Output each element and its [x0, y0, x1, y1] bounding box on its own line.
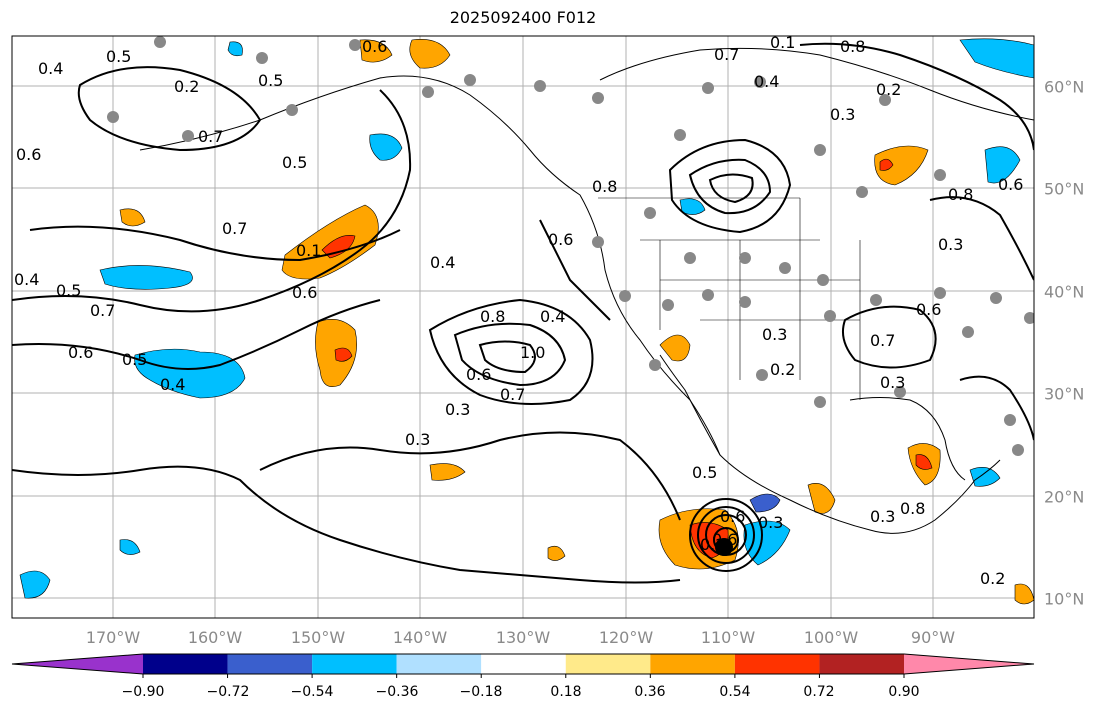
colorbar-tick: 0.18	[550, 684, 582, 700]
storm-center-marker	[715, 538, 733, 556]
contour-label: 0.6	[720, 507, 745, 526]
lon-label: 100°W	[803, 628, 859, 647]
lon-label: 150°W	[290, 628, 346, 647]
contour-label: 0.3	[758, 513, 783, 532]
contour-label: 0.5	[122, 350, 147, 369]
colorbar-tick: −0.72	[206, 684, 250, 700]
contour-label: 0.6	[16, 145, 41, 164]
contour-label: 0.5	[106, 47, 131, 66]
lat-label: 50°N	[1044, 179, 1085, 199]
colorbar-extend-low	[12, 654, 143, 674]
contour-label: 0.4	[14, 270, 39, 289]
contour-label: 0.2	[174, 77, 199, 96]
contour-label: 0.8	[480, 307, 505, 326]
contour-label: 0.3	[870, 507, 895, 526]
contour-label: 0.4	[430, 253, 455, 272]
colorbar-segment	[396, 654, 482, 674]
contour-label: 0.8	[840, 37, 865, 56]
colorbar-segment	[650, 654, 735, 674]
contour-label: 0.7	[222, 219, 247, 238]
contour-label: 0.4	[160, 375, 185, 394]
contour-label: 0.2	[980, 569, 1005, 588]
contour-label: 0.6	[362, 37, 387, 56]
contour-label: 1.0	[520, 343, 545, 362]
station-dots	[107, 36, 1034, 456]
chart-title: 2025092400 F012	[449, 8, 597, 27]
contour-label: 0.3	[445, 400, 470, 419]
map-frame	[11, 35, 1035, 619]
contour-label: 0.6	[998, 175, 1023, 194]
lon-label: 170°W	[85, 628, 141, 647]
contour-label: 0.5	[56, 281, 81, 300]
contour-label: 0.7	[198, 127, 223, 146]
contour-label: 0.2	[700, 535, 725, 554]
colorbar-tick: 0.90	[888, 684, 920, 700]
contour-label: 0.6	[548, 230, 573, 249]
colorbar-extend-high	[904, 654, 1034, 674]
colorbar-segment	[227, 654, 313, 674]
colorbar-tick: −0.54	[290, 684, 334, 700]
colorbar-tick: −0.36	[375, 684, 419, 700]
contour-label: 0.8	[592, 177, 617, 196]
lat-label: 10°N	[1044, 589, 1085, 609]
contour-label: 0.3	[938, 235, 963, 254]
lat-label: 20°N	[1044, 487, 1085, 507]
contour-label: 0.1	[770, 33, 795, 52]
colorbar-tick: −0.90	[121, 684, 165, 700]
colorbar-tick: 0.72	[803, 684, 835, 700]
contour-label: 0.4	[38, 59, 63, 78]
contour-label: 0.2	[770, 360, 795, 379]
contour-label: 0.3	[880, 373, 905, 392]
coastlines	[139, 47, 1034, 534]
contour-label: 0.6	[292, 283, 317, 302]
lon-label: 120°W	[598, 628, 654, 647]
colorbar-segment	[565, 654, 651, 674]
lat-label: 60°N	[1044, 77, 1085, 97]
contour-label: 0.7	[870, 331, 895, 350]
contour-label: 0.7	[500, 385, 525, 404]
contour-labels: 0.4 0.5 0.6 0.5 0.2 0.7 0.5 0.7 0.4 0.5 0.7 0.6 0.5 0…	[14, 33, 1023, 588]
contour-lines	[12, 42, 1034, 584]
contour-label: 0.7	[714, 45, 739, 64]
lat-label: 30°N	[1044, 384, 1085, 404]
lon-label: 160°W	[187, 628, 243, 647]
contour-label: 0.3	[762, 325, 787, 344]
lon-label: 130°W	[495, 628, 551, 647]
colorbar-segment	[481, 654, 566, 674]
state-borders	[598, 197, 861, 400]
contour-label: 0.5	[282, 153, 307, 172]
colorbar-segment	[312, 654, 397, 674]
colorbar-segment	[734, 654, 820, 674]
contour-label: 0.5	[258, 71, 283, 90]
contour-label: 0.2	[876, 80, 901, 99]
colorbar-segment	[143, 654, 228, 674]
contour-label: 0.6	[466, 365, 491, 384]
lon-label: 90°W	[910, 628, 956, 647]
lon-label: 140°W	[392, 628, 448, 647]
colorbar-tick: 0.36	[634, 684, 666, 700]
contour-label: 0.7	[90, 301, 115, 320]
contour-label: 0.5	[692, 463, 717, 482]
lat-label: 40°N	[1044, 282, 1085, 302]
contour-label: 0.3	[405, 430, 430, 449]
contour-label: 0.8	[900, 499, 925, 518]
contour-label: 0.1	[296, 241, 321, 260]
colorbar-segment	[819, 654, 904, 674]
contour-label: 0.6	[68, 343, 93, 362]
colorbar	[11, 653, 1035, 678]
colorbar-tick: 0.54	[719, 684, 751, 700]
contour-label: 0.8	[948, 185, 973, 204]
contour-label: 0.4	[540, 307, 565, 326]
lon-label: 110°W	[700, 628, 756, 647]
contour-label: 0.4	[754, 72, 779, 91]
contour-label: 0.3	[830, 105, 855, 124]
contour-label: 0.6	[712, 530, 737, 549]
contour-label: 0.6	[916, 300, 941, 319]
colorbar-tick: −0.18	[459, 684, 503, 700]
